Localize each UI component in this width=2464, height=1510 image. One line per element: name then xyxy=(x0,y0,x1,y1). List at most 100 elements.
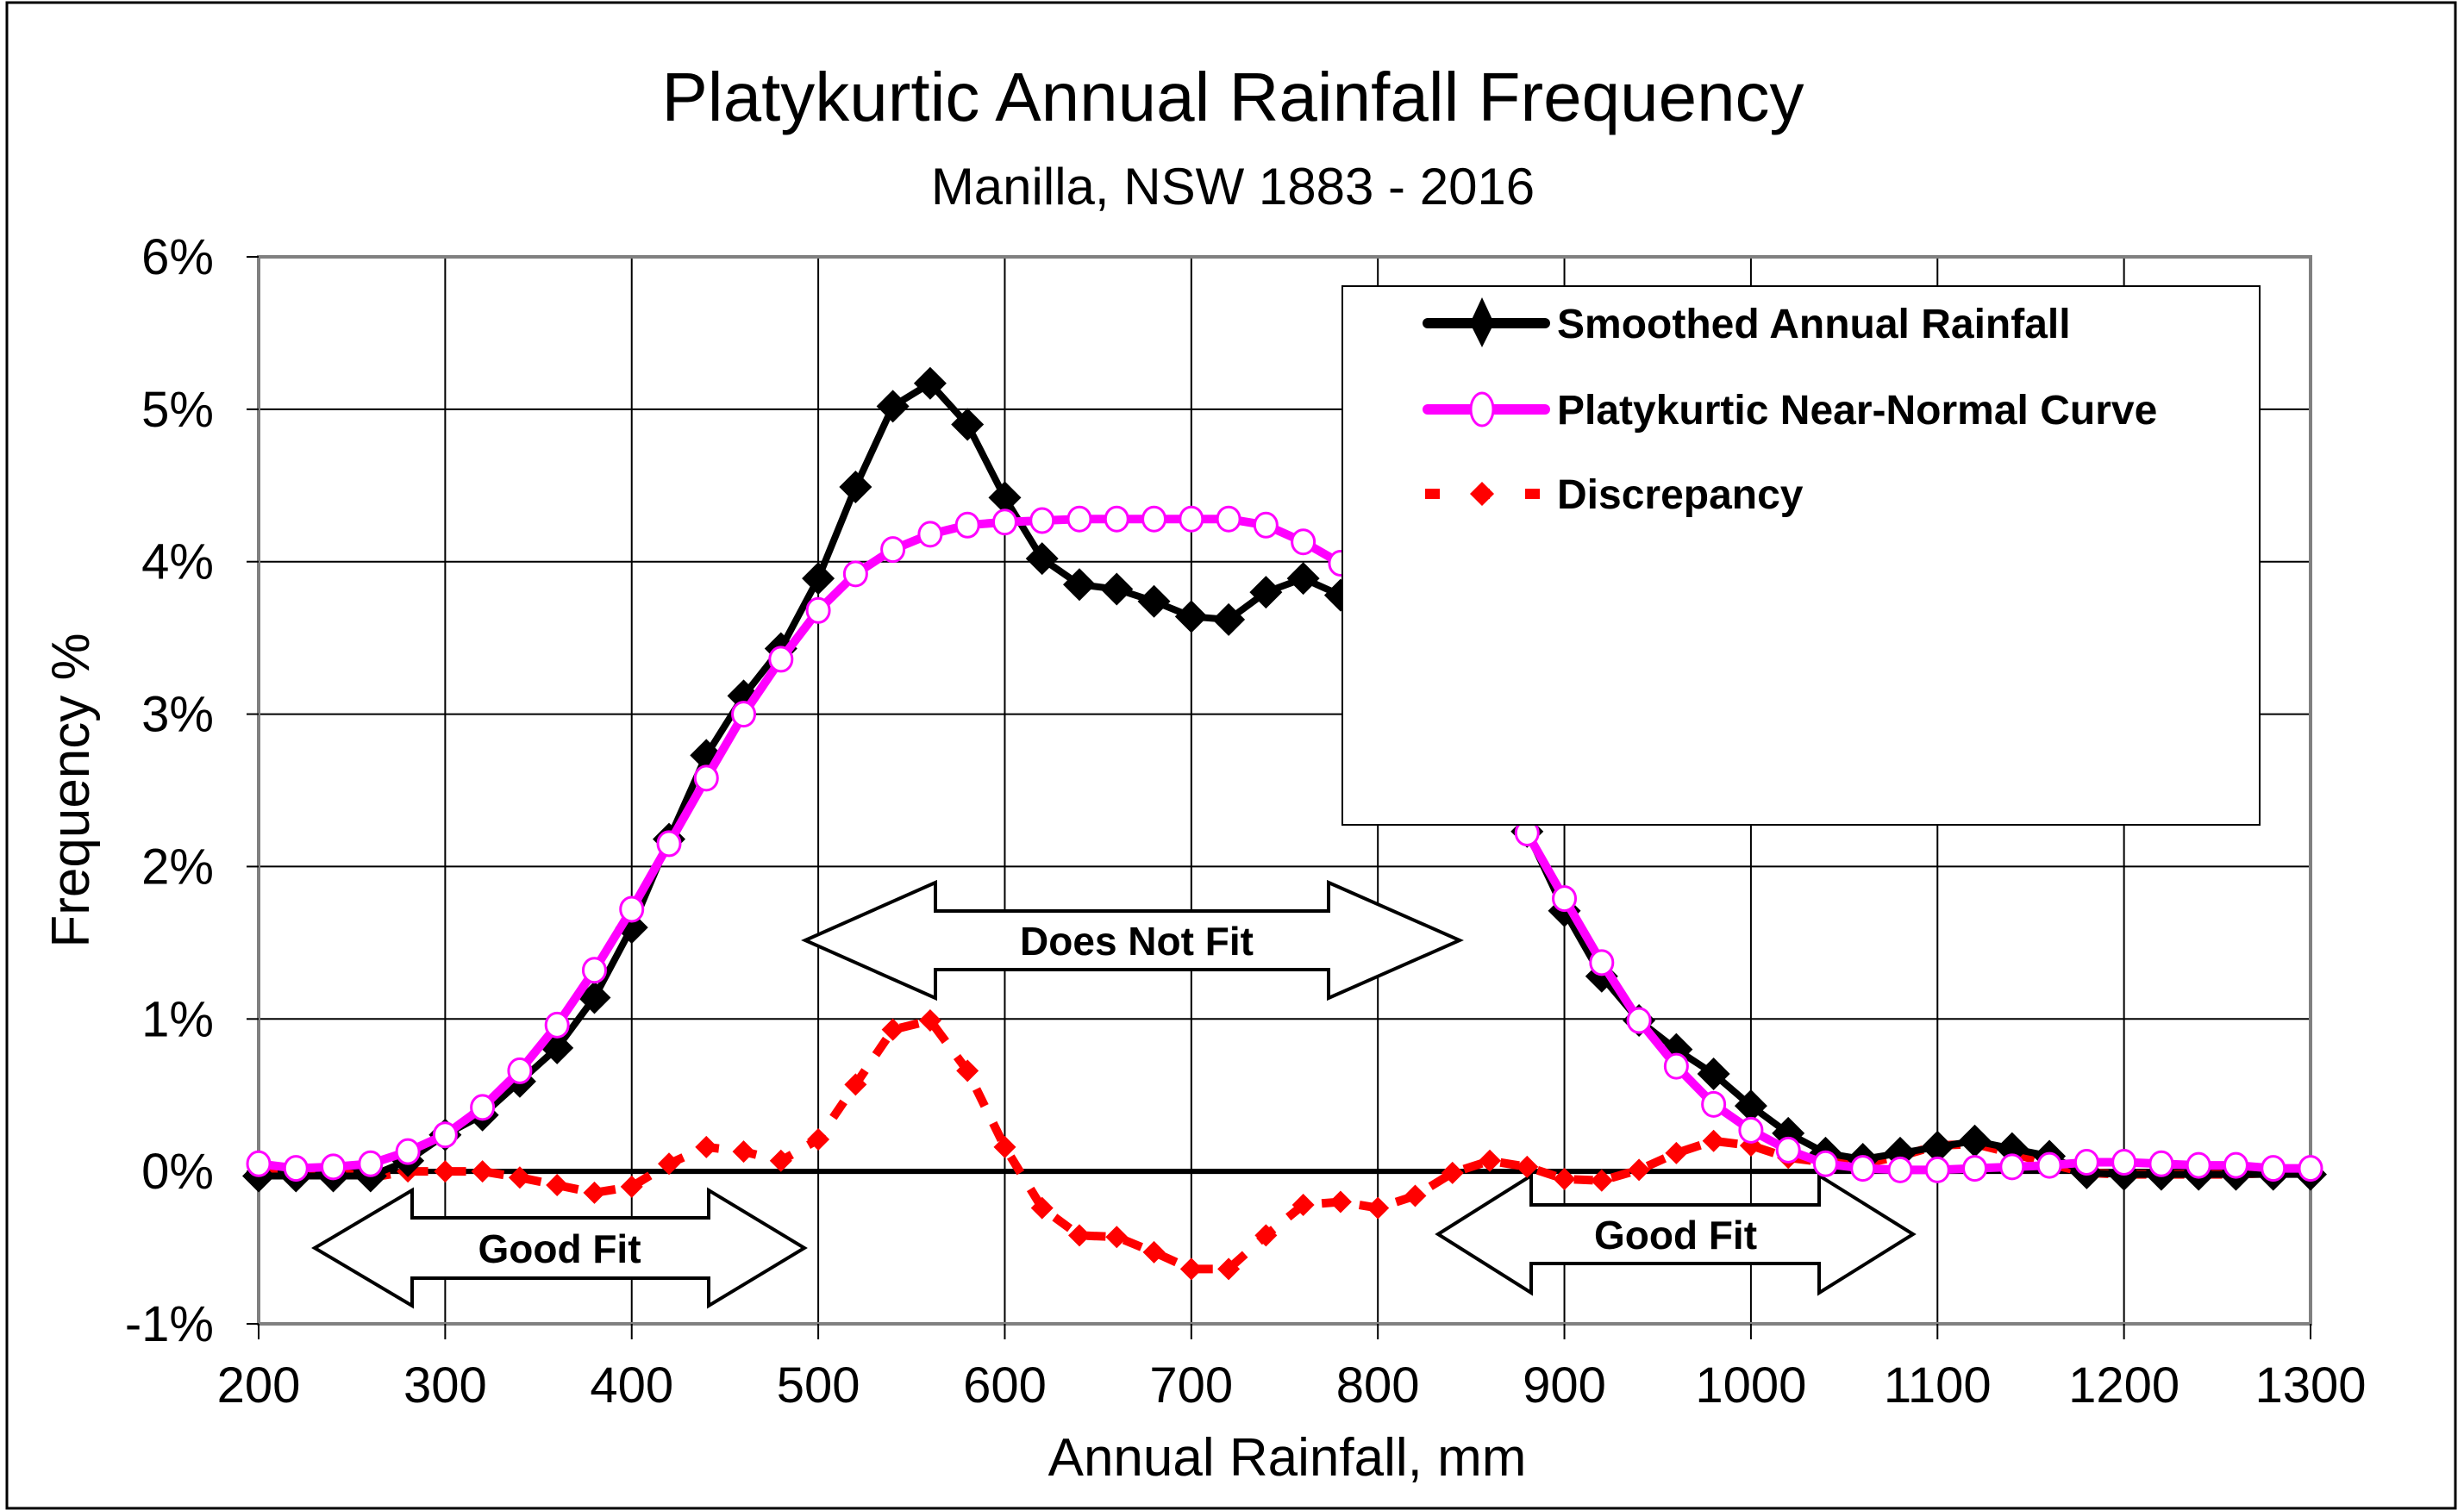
data-point xyxy=(1249,576,1283,609)
annotation-arrow-good-fit: Good Fit xyxy=(311,1187,808,1309)
data-point xyxy=(2186,1151,2211,1179)
data-point xyxy=(1552,885,1578,913)
data-point xyxy=(732,1140,755,1164)
x-tick-label: 600 xyxy=(963,1357,1047,1413)
data-point xyxy=(1958,1124,1992,1157)
x-tick-label: 800 xyxy=(1336,1357,1420,1413)
legend-marker xyxy=(1469,391,1495,427)
data-point xyxy=(1029,507,1055,534)
data-point xyxy=(1665,1141,1688,1164)
y-tick-label: 1% xyxy=(141,991,214,1047)
series xyxy=(242,366,2327,1281)
data-point xyxy=(1812,1150,1838,1177)
annotation-label: Good Fit xyxy=(478,1226,641,1271)
data-point xyxy=(1105,1226,1129,1249)
data-point xyxy=(1734,1089,1767,1123)
legend-label: Discrepancy xyxy=(1557,472,1804,518)
data-point xyxy=(991,509,1017,536)
x-tick-label: 900 xyxy=(1523,1357,1606,1413)
data-point xyxy=(1179,1257,1203,1281)
x-tick-label: 300 xyxy=(403,1357,487,1413)
data-point xyxy=(1100,572,1134,606)
legend-item: Platykurtic Near-Normal Curve xyxy=(1423,388,2157,434)
data-point xyxy=(1141,505,1167,533)
data-point xyxy=(620,1175,643,1198)
data-point xyxy=(913,366,947,400)
data-point xyxy=(1068,1224,1091,1247)
y-tick-label: 3% xyxy=(141,687,214,743)
data-point xyxy=(1921,1130,1954,1164)
data-point xyxy=(731,701,757,728)
data-point xyxy=(358,1150,384,1177)
data-point xyxy=(1999,1153,2025,1181)
y-tick-label: 0% xyxy=(141,1144,214,1200)
data-point xyxy=(1663,1052,1689,1080)
data-point xyxy=(876,390,910,423)
data-point xyxy=(1995,1132,2029,1165)
data-point xyxy=(1697,1057,1730,1090)
legend-marker xyxy=(1470,297,1494,347)
data-point xyxy=(1366,1196,1390,1220)
data-point xyxy=(2148,1150,2174,1177)
legend-item: Smoothed Annual Rainfall xyxy=(1423,297,2071,347)
data-point xyxy=(544,1011,570,1039)
data-point xyxy=(954,511,980,539)
data-point xyxy=(1628,1158,1651,1182)
data-point xyxy=(1516,1155,1539,1178)
data-point xyxy=(2036,1151,2062,1179)
data-point xyxy=(695,1135,718,1158)
legend-items: Smoothed Annual Rainfall Platykurtic Near… xyxy=(1423,297,2157,518)
y-tick-label: 5% xyxy=(141,382,214,438)
y-tick-label: 2% xyxy=(141,839,214,895)
data-point xyxy=(2073,1149,2099,1176)
data-point xyxy=(1962,1155,1988,1182)
data-point xyxy=(1590,1169,1613,1192)
data-point xyxy=(1589,949,1615,977)
data-point xyxy=(1404,1184,1427,1207)
data-point xyxy=(1479,1149,1501,1172)
annotation-label: Good Fit xyxy=(1594,1213,1757,1257)
data-point xyxy=(1104,505,1129,533)
x-tick-label: 200 xyxy=(217,1357,301,1413)
double-arrow-shape xyxy=(311,1187,808,1309)
x-tick-label: 700 xyxy=(1149,1357,1233,1413)
plot-area xyxy=(257,255,2312,1326)
data-point xyxy=(1441,1161,1464,1184)
legend-label: Smoothed Annual Rainfall xyxy=(1557,302,2071,347)
x-tick-label: 1100 xyxy=(1884,1357,1992,1413)
y-axis-title: Frequency % xyxy=(41,633,101,947)
legend-label: Platykurtic Near-Normal Curve xyxy=(1557,388,2157,434)
data-point xyxy=(581,957,607,984)
x-tick-label: 1000 xyxy=(1695,1357,1806,1413)
data-point xyxy=(507,1057,533,1084)
data-point xyxy=(1142,1240,1166,1264)
x-tick-label: 1300 xyxy=(2254,1357,2366,1413)
annotations: Does Not Fit Good Fit Good Fit xyxy=(311,879,1917,1309)
data-point xyxy=(1626,1007,1652,1034)
data-point xyxy=(1850,1155,1876,1182)
data-point xyxy=(1702,1129,1725,1152)
data-point xyxy=(432,1121,458,1149)
data-point xyxy=(246,1150,272,1177)
data-point xyxy=(1887,1156,1913,1183)
data-point xyxy=(802,562,835,596)
data-point xyxy=(881,1018,904,1041)
data-point xyxy=(805,596,831,624)
legend: Smoothed Annual Rainfall Platykurtic Near… xyxy=(1341,285,2261,826)
legend-box xyxy=(1341,285,2261,826)
data-point xyxy=(917,521,943,548)
annotation-arrow-good-fit: Good Fit xyxy=(1435,1172,1917,1296)
data-point xyxy=(1217,1257,1241,1281)
x-tick-label: 1200 xyxy=(2068,1357,2179,1413)
data-point xyxy=(2298,1155,2323,1182)
y-tick-label: -1% xyxy=(125,1296,214,1352)
data-point xyxy=(1286,562,1320,596)
data-point xyxy=(434,1160,457,1183)
double-arrow-shape xyxy=(801,879,1464,1001)
y-tick-label: 4% xyxy=(141,534,214,590)
data-point xyxy=(1253,511,1279,539)
data-point xyxy=(918,1009,941,1033)
data-point xyxy=(1775,1136,1801,1164)
data-point xyxy=(1924,1156,1950,1183)
data-point xyxy=(1701,1090,1727,1118)
